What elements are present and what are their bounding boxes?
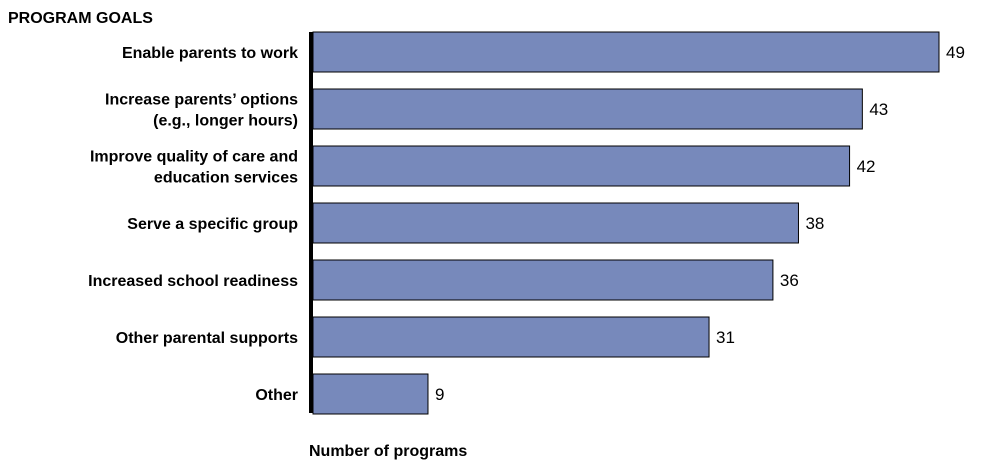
category-label: Improve quality of care and bbox=[90, 149, 298, 166]
category-label: (e.g., longer hours) bbox=[153, 113, 298, 130]
chart-title: PROGRAM GOALS bbox=[8, 10, 153, 27]
bar bbox=[312, 259, 774, 301]
bar bbox=[312, 31, 940, 73]
category-label: Other parental supports bbox=[116, 330, 298, 347]
category-label: Increased school readiness bbox=[88, 273, 298, 290]
category-label: Enable parents to work bbox=[122, 45, 298, 62]
bar bbox=[312, 373, 429, 415]
bars-layer bbox=[312, 31, 940, 415]
bar-value-label: 43 bbox=[869, 100, 888, 119]
x-axis-label: Number of programs bbox=[309, 443, 467, 460]
category-labels-layer: Enable parents to work Increase parents’ … bbox=[88, 45, 298, 404]
bar-value-label: 36 bbox=[780, 271, 799, 290]
bar bbox=[312, 202, 799, 244]
value-labels-layer: 49 43 42 38 36 31 9 bbox=[435, 43, 965, 404]
category-label: Other bbox=[255, 387, 298, 404]
bar bbox=[312, 145, 851, 187]
category-label: education services bbox=[154, 170, 298, 187]
y-axis-line bbox=[309, 32, 313, 413]
bar bbox=[312, 88, 863, 130]
bar-value-label: 31 bbox=[716, 328, 735, 347]
bar-value-label: 49 bbox=[946, 43, 965, 62]
category-label: Serve a specific group bbox=[127, 216, 298, 233]
bar-value-label: 9 bbox=[435, 385, 444, 404]
category-label: Increase parents’ options bbox=[105, 92, 298, 109]
bar-value-label: 42 bbox=[857, 157, 876, 176]
bar bbox=[312, 316, 710, 358]
bar-value-label: 38 bbox=[805, 214, 824, 233]
